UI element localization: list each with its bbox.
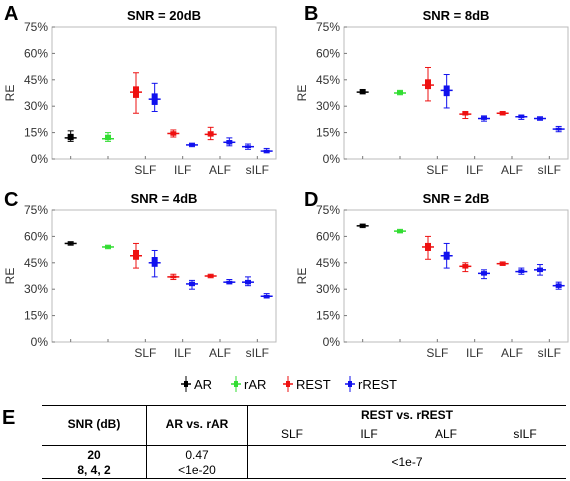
row-snr-8-4-2: 8, 4, 2 [42,463,146,477]
panel-a-ytick-label: 30% [24,99,48,113]
panel-d-xtick-label: sILF [538,346,561,360]
panel-b-plot-frame [344,27,568,159]
table-mid-rule [42,445,566,446]
panel-c-ytick-label: 60% [24,229,48,243]
panel-a-xtick-label: sILF [246,163,269,177]
panel-b-xtick-label: sILF [538,163,561,177]
panel-c-ytick-label: 0% [31,335,49,349]
legend-rrest-label: rREST [358,377,397,392]
panel-b-ylabel: RE [295,85,309,102]
panel-a-label: A [4,3,18,25]
panel-d-ylabel: RE [295,268,309,285]
panel-a-ytick-label: 15% [24,126,48,140]
panel-c-plot-frame [52,210,276,342]
subheader-alf: ALF [421,427,471,441]
panel-b-xtick-label: SLF [426,163,448,177]
subheader-silf: sILF [500,427,550,441]
panel-a-ytick-label: 60% [24,46,48,60]
panel-a-plot-frame [52,27,276,159]
panel-d-title: SNR = 2dB [423,191,490,206]
row-ar-vs-rar-842: <1e-20 [147,463,247,477]
panel-c-ytick-label: 30% [24,282,48,296]
panel-c-title: SNR = 4dB [131,191,198,206]
legend-rest-label: REST [296,377,331,392]
panel-d-xtick-label: SLF [426,346,448,360]
panel-d-ytick-label: 45% [316,256,340,270]
panel-b-ytick-label: 0% [323,152,341,166]
panel-d-ytick-label: 60% [316,229,340,243]
panel-c-label: C [4,189,18,211]
panel-a-ytick-label: 45% [24,73,48,87]
panel-b-xtick-label: ILF [466,163,483,177]
panel-c-ytick-label: 15% [24,309,48,323]
panel-c-box-rest-iqr [134,250,139,259]
legend-ar-label: AR [194,377,212,392]
panel-a-ytick-label: 75% [24,20,48,34]
header-rest-vs-rrest: REST vs. rREST [248,408,566,422]
panel-c-ytick-label: 45% [24,256,48,270]
panel-c-xtick-label: ILF [174,346,191,360]
header-ar-vs-rar: AR vs. rAR [147,417,247,431]
panel-d-ytick-label: 30% [316,282,340,296]
panel-d-xtick-label: ALF [501,346,523,360]
panel-b-ytick-label: 60% [316,46,340,60]
panel-c-xtick-label: SLF [134,346,156,360]
panel-b-ytick-label: 15% [316,126,340,140]
row-ar-vs-rar-20: 0.47 [147,448,247,462]
panel-a-xtick-label: SLF [134,163,156,177]
panel-label-e: E [2,407,15,430]
row-rest-vs-rrest: <1e-7 [248,455,566,469]
panel-a-title: SNR = 20dB [127,8,201,23]
row-snr-20: 20 [42,448,146,462]
subheader-slf: SLF [267,427,317,441]
panel-d-ytick-label: 75% [316,203,340,217]
panel-c-xtick-label: sILF [246,346,269,360]
header-snr: SNR (dB) [42,417,146,431]
subheader-ilf: ILF [344,427,394,441]
panel-b-ytick-label: 45% [316,73,340,87]
panel-a-ylabel: RE [3,85,17,102]
panel-c-ylabel: RE [3,268,17,285]
legend-rar-label: rAR [244,377,266,392]
panel-a-box-ar-iqr [68,134,73,139]
panel-b-title: SNR = 8dB [423,8,490,23]
panel-d-plot-frame [344,210,568,342]
panel-c-box-rrest-iqr [152,258,157,267]
panel-d-ytick-label: 0% [323,335,341,349]
panel-c-ytick-label: 75% [24,203,48,217]
table-top-rule [42,405,566,406]
panel-c-xtick-label: ALF [209,346,231,360]
panel-b-xtick-label: ALF [501,163,523,177]
panel-a-xtick-label: ALF [209,163,231,177]
figure-canvas: SNR = 20dB A 0% 15% 30% 45% 60% 75% RE SLF ILF ALF s… [0,0,570,400]
panel-b-ytick-label: 75% [316,20,340,34]
panel-d-xtick-label: ILF [466,346,483,360]
panel-b-box-rest-iqr [426,80,431,89]
panel-d-ytick-label: 15% [316,309,340,323]
panel-a-ytick-label: 0% [31,152,49,166]
stats-table: E SNR (dB) AR vs. rAR REST vs. rREST SLF… [42,405,566,479]
panel-a-xtick-label: ILF [174,163,191,177]
table-bottom-rule [42,478,566,479]
panel-b-ytick-label: 30% [316,99,340,113]
